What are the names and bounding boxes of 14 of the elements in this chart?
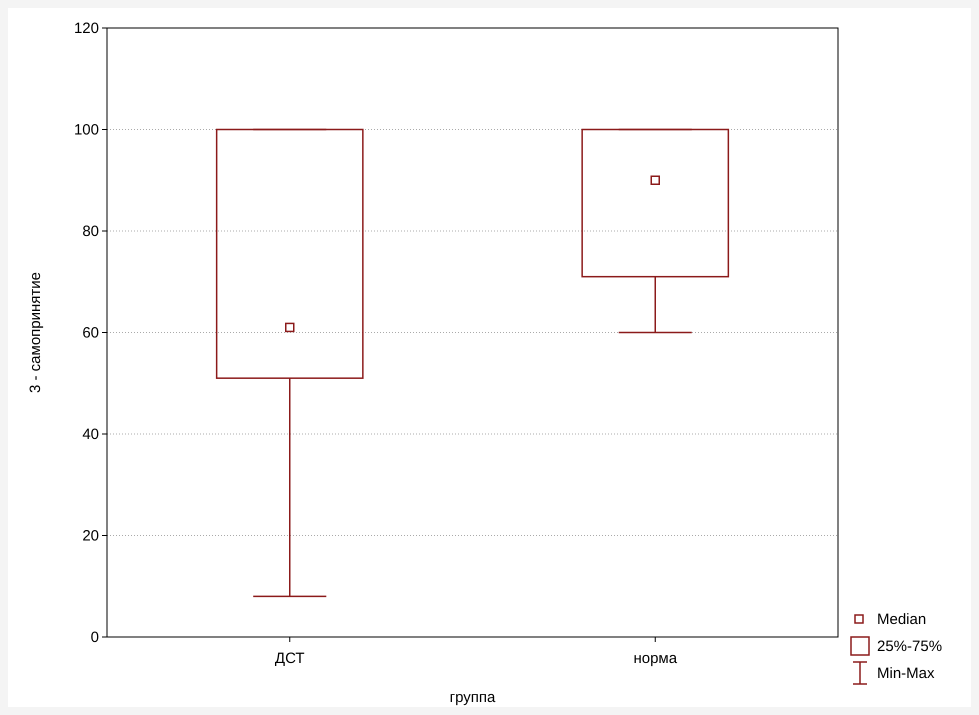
y-tick-label: 20 [82,527,99,544]
y-tick-label: 80 [82,222,99,240]
y-axis-title: 3 - самопринятие [27,272,44,394]
x-axis-title: группа [450,689,496,706]
x-tick-label: ДСТ [274,650,305,667]
x-tick-label: норма [633,650,678,667]
y-tick-label: 100 [74,121,99,138]
text: Median [877,611,926,628]
text: Min-Max [877,665,935,682]
y-tick-label: 60 [82,324,99,342]
y-tick-label: 120 [74,20,99,37]
y-tick-label: 0 [90,628,99,646]
text: 25%-75% [877,638,942,655]
y-tick-label: 40 [82,426,99,443]
